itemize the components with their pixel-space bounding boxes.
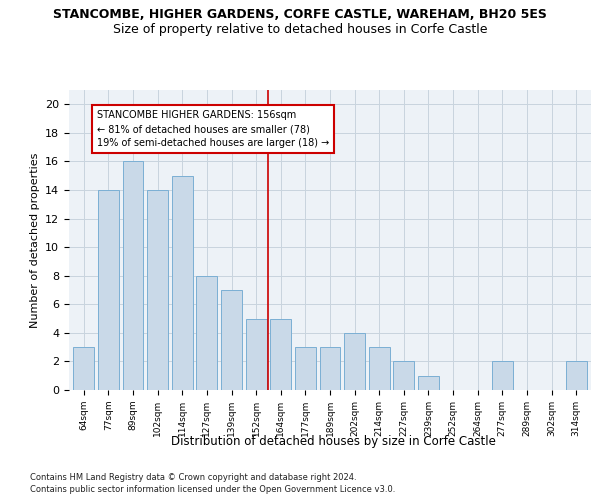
Text: STANCOMBE HIGHER GARDENS: 156sqm
← 81% of detached houses are smaller (78)
19% o: STANCOMBE HIGHER GARDENS: 156sqm ← 81% o…	[97, 110, 329, 148]
Bar	[196, 276, 217, 390]
Bar	[172, 176, 193, 390]
Bar	[98, 190, 119, 390]
Y-axis label: Number of detached properties: Number of detached properties	[29, 152, 40, 328]
Text: Contains HM Land Registry data © Crown copyright and database right 2024.: Contains HM Land Registry data © Crown c…	[30, 472, 356, 482]
Bar	[245, 318, 266, 390]
Bar	[147, 190, 168, 390]
Bar	[295, 347, 316, 390]
Bar	[566, 362, 587, 390]
Text: Contains public sector information licensed under the Open Government Licence v3: Contains public sector information licen…	[30, 485, 395, 494]
Bar	[320, 347, 340, 390]
Bar	[122, 162, 143, 390]
Bar	[73, 347, 94, 390]
Bar	[344, 333, 365, 390]
Bar	[418, 376, 439, 390]
Bar	[221, 290, 242, 390]
Bar	[492, 362, 513, 390]
Bar	[270, 318, 291, 390]
Bar	[369, 347, 390, 390]
Bar	[394, 362, 415, 390]
Text: STANCOMBE, HIGHER GARDENS, CORFE CASTLE, WAREHAM, BH20 5ES: STANCOMBE, HIGHER GARDENS, CORFE CASTLE,…	[53, 8, 547, 20]
Text: Distribution of detached houses by size in Corfe Castle: Distribution of detached houses by size …	[170, 435, 496, 448]
Text: Size of property relative to detached houses in Corfe Castle: Size of property relative to detached ho…	[113, 22, 487, 36]
